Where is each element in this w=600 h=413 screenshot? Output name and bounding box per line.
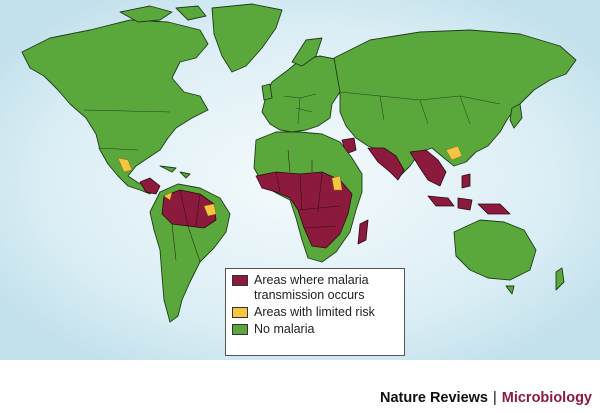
legend-item-limited-risk: Areas with limited risk [232,305,398,320]
australia [453,219,537,281]
africa-borders [275,149,341,229]
swatch-limited-risk [232,307,248,318]
greenland [211,3,283,73]
china-limited-risk [445,145,463,161]
swatch-transmission [232,275,248,286]
indonesia-transmission [427,173,511,215]
legend-item-transmission: Areas where malaria transmission occurs [232,273,398,303]
south-america-borders [171,189,201,263]
credit-separator: | [492,390,497,406]
south-asia-transmission [367,147,405,181]
amazon-transmission [161,189,217,229]
us-canada-border [83,109,171,113]
se-asia-transmission [409,149,447,187]
legend-label-no-malaria: No malaria [254,322,315,336]
north-america [21,19,209,195]
central-america-transmission [139,177,161,195]
caribbean [159,165,191,179]
asia-borders [339,91,501,125]
swatch-no-malaria [232,324,248,335]
legend-label-transmission: Areas where malaria transmission occurs [254,273,369,302]
south-america-limited-risk [163,191,217,217]
japan [509,103,523,129]
map-legend: Areas where malaria transmission occurs … [225,268,405,356]
madagascar-transmission [357,219,369,245]
legend-item-no-malaria: No malaria [232,322,398,337]
asia [333,29,577,177]
legend-label-limited-risk: Areas with limited risk [254,305,375,319]
tasmania [505,285,515,295]
scandinavia [291,37,323,67]
british-isles [261,83,273,101]
publisher-name: Nature Reviews [379,390,488,406]
arctic-islands [119,5,207,23]
ethiopia-limited-risk [331,175,343,191]
journal-name: Microbiology [501,390,592,406]
europe-borders [283,93,317,125]
us-mexico-border [97,147,139,151]
journal-credit: Nature Reviews | Microbiology [380,390,592,406]
mexico-limited-risk [117,157,133,173]
new-zealand [555,267,565,291]
